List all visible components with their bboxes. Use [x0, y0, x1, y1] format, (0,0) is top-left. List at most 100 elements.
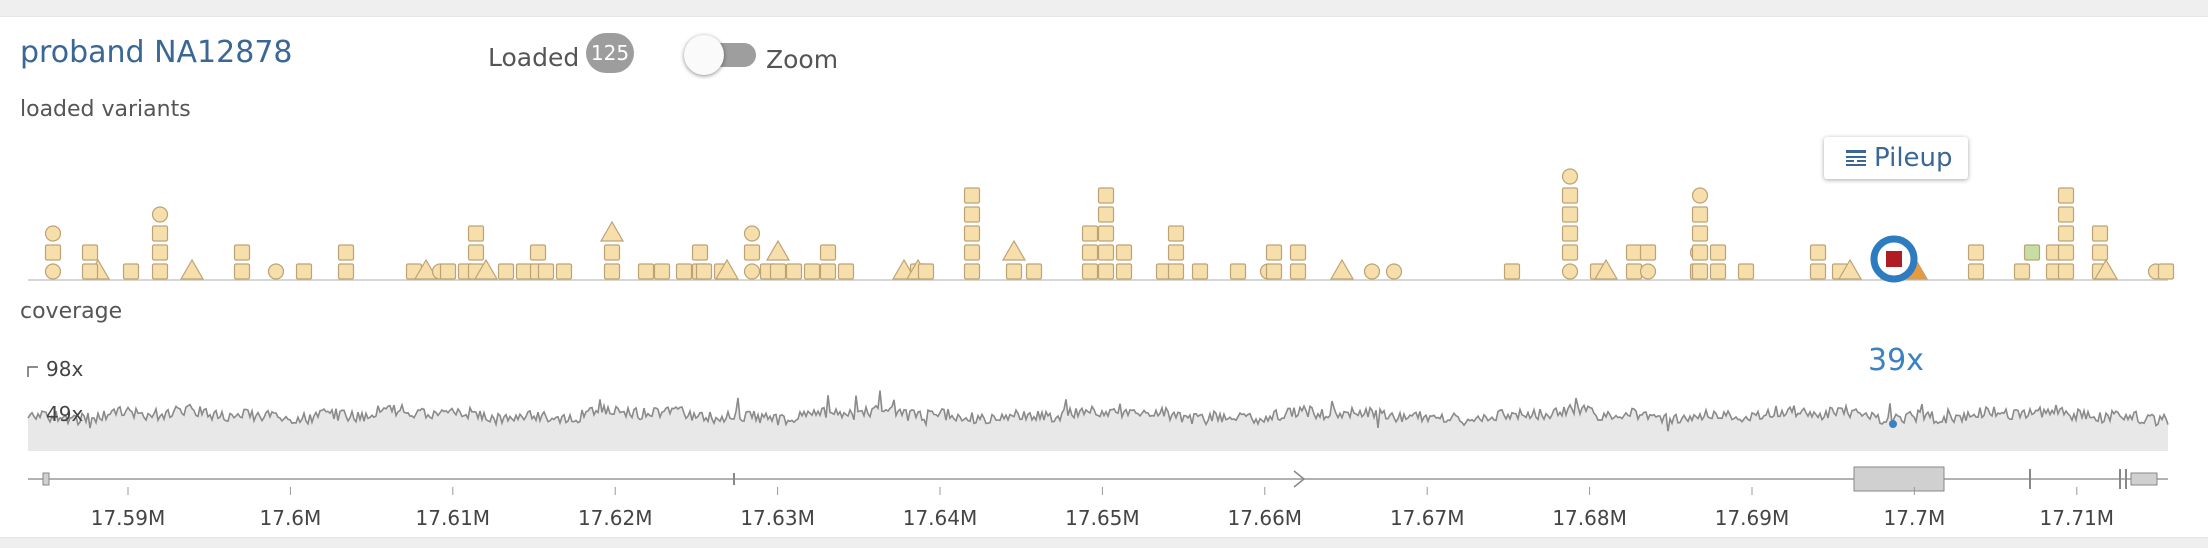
- variant-square[interactable]: [1167, 263, 1185, 280]
- variant-square[interactable]: [1691, 244, 1709, 261]
- variant-square[interactable]: [675, 263, 693, 280]
- variant-square[interactable]: [743, 244, 761, 261]
- variant-square[interactable]: [1097, 263, 1115, 280]
- variant-square[interactable]: [1265, 244, 1283, 261]
- variant-square[interactable]: [803, 263, 821, 280]
- variant-square[interactable]: [963, 206, 981, 223]
- variant-square[interactable]: [537, 263, 555, 280]
- variant-square[interactable]: [1691, 225, 1709, 242]
- variant-square[interactable]: [1625, 263, 1643, 280]
- pileup-button[interactable]: Pileup: [1824, 137, 1968, 179]
- variant-square[interactable]: [1081, 225, 1099, 242]
- variant-square[interactable]: [515, 263, 533, 280]
- variant-triangle[interactable]: [714, 258, 740, 280]
- variant-square[interactable]: [1229, 263, 1247, 280]
- variant-square[interactable]: [1081, 244, 1099, 261]
- variant-square[interactable]: [785, 263, 803, 280]
- variant-triangle[interactable]: [1329, 258, 1355, 280]
- variant-square[interactable]: [1737, 263, 1755, 280]
- zoom-toggle-knob[interactable]: [684, 35, 724, 75]
- variant-square[interactable]: [1289, 244, 1307, 261]
- variant-square[interactable]: [2157, 263, 2175, 280]
- variant-square[interactable]: [555, 263, 573, 280]
- variant-square[interactable]: [1809, 244, 1827, 261]
- variant-square[interactable]: [1561, 187, 1579, 204]
- variant-triangle[interactable]: [2093, 258, 2119, 280]
- exon[interactable]: [1853, 466, 1945, 492]
- variant-circle[interactable]: [1561, 168, 1579, 185]
- variant-square[interactable]: [1097, 225, 1115, 242]
- sample-title[interactable]: proband NA12878: [20, 35, 293, 70]
- variant-square[interactable]: [467, 225, 485, 242]
- variant-square[interactable]: [1097, 187, 1115, 204]
- variant-square[interactable]: [1167, 225, 1185, 242]
- variant-square[interactable]: [1115, 263, 1133, 280]
- variant-square[interactable]: [691, 244, 709, 261]
- variant-square[interactable]: [233, 263, 251, 280]
- variant-square[interactable]: [2091, 225, 2109, 242]
- variant-triangle[interactable]: [413, 258, 439, 280]
- variant-circle[interactable]: [743, 263, 761, 280]
- variant-triangle[interactable]: [1001, 239, 1027, 261]
- variant-square[interactable]: [1097, 244, 1115, 261]
- variant-square[interactable]: [1967, 244, 1985, 261]
- variant-square[interactable]: [963, 187, 981, 204]
- variant-square[interactable]: [1503, 263, 1521, 280]
- variant-square[interactable]: [963, 225, 981, 242]
- variant-square[interactable]: [1167, 244, 1185, 261]
- variant-circle[interactable]: [1639, 263, 1657, 280]
- variant-square[interactable]: [2023, 244, 2041, 261]
- variant-square[interactable]: [1809, 263, 1827, 280]
- variant-circle[interactable]: [267, 263, 285, 280]
- variant-square[interactable]: [122, 263, 140, 280]
- variant-triangle[interactable]: [1593, 258, 1619, 280]
- variant-square[interactable]: [337, 263, 355, 280]
- variant-square[interactable]: [2057, 187, 2075, 204]
- variant-triangle[interactable]: [599, 220, 625, 242]
- variant-circle[interactable]: [1363, 263, 1381, 280]
- variant-square[interactable]: [637, 263, 655, 280]
- variant-square[interactable]: [1709, 263, 1727, 280]
- variant-square[interactable]: [81, 263, 99, 280]
- variant-square[interactable]: [2057, 244, 2075, 261]
- variant-square[interactable]: [497, 263, 515, 280]
- variant-square[interactable]: [1097, 206, 1115, 223]
- coverage-track[interactable]: 98x 49x: [0, 347, 2208, 457]
- variant-square[interactable]: [769, 263, 787, 280]
- variant-square[interactable]: [1289, 263, 1307, 280]
- variant-square[interactable]: [1025, 263, 1043, 280]
- variant-square[interactable]: [2057, 225, 2075, 242]
- variant-square[interactable]: [2057, 263, 2075, 280]
- variant-square[interactable]: [337, 244, 355, 261]
- variant-square[interactable]: [837, 263, 855, 280]
- variant-square[interactable]: [151, 244, 169, 261]
- variant-circle[interactable]: [1385, 263, 1403, 280]
- variant-square[interactable]: [1005, 263, 1023, 280]
- exon[interactable]: [42, 472, 50, 486]
- variant-square[interactable]: [1191, 263, 1209, 280]
- variant-square[interactable]: [439, 263, 457, 280]
- variant-square[interactable]: [295, 263, 313, 280]
- variant-square[interactable]: [653, 263, 671, 280]
- variant-square[interactable]: [1639, 244, 1657, 261]
- variant-square[interactable]: [44, 244, 62, 261]
- variant-square[interactable]: [1691, 263, 1709, 280]
- variant-square[interactable]: [819, 263, 837, 280]
- variant-square[interactable]: [151, 225, 169, 242]
- variant-square[interactable]: [529, 244, 547, 261]
- variant-square[interactable]: [963, 263, 981, 280]
- variant-square[interactable]: [1561, 244, 1579, 261]
- variant-triangle[interactable]: [473, 258, 499, 280]
- variant-square[interactable]: [1709, 244, 1727, 261]
- variant-circle[interactable]: [151, 206, 169, 223]
- variant-circle[interactable]: [44, 263, 62, 280]
- variant-square[interactable]: [1625, 244, 1643, 261]
- variant-square[interactable]: [917, 263, 935, 280]
- variant-square[interactable]: [963, 244, 981, 261]
- exon[interactable]: [2130, 472, 2158, 486]
- variant-triangle[interactable]: [179, 258, 205, 280]
- variant-square[interactable]: [81, 244, 99, 261]
- variant-square[interactable]: [2091, 244, 2109, 261]
- variant-square[interactable]: [695, 263, 713, 280]
- variant-triangle[interactable]: [1837, 258, 1863, 280]
